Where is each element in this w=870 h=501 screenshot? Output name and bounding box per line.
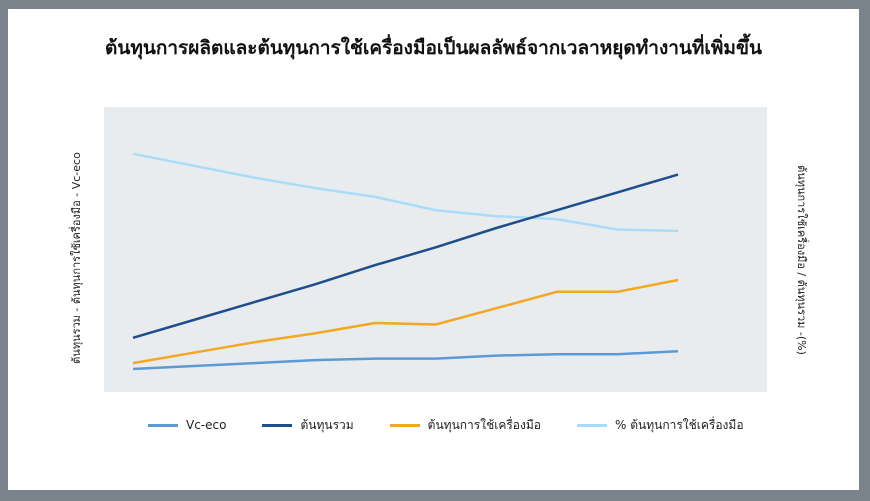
legend-label: ต้นทุนการใช้เครื่องมือ [427,417,541,432]
series-layer [132,152,679,371]
series-line-1 [132,173,679,339]
legend-swatch [148,423,178,427]
legend-swatch [262,423,293,427]
legend-label: % ต้นทุนการใช้เครื่องมือ [615,417,744,432]
legend: Vc-eco ต้นทุนรวม ต้นทุนการใช้เครื่องมือ % ต… [148,413,788,437]
series-line-3 [132,152,679,233]
legend-item-3: % ต้นทุนการใช้เครื่องมือ [577,416,744,435]
legend-swatch [389,423,420,427]
legend-item-2: ต้นทุนการใช้เครื่องมือ [389,416,541,435]
legend-label: ต้นทุนรวม [300,417,354,432]
legend-label: Vc-eco [186,418,227,432]
legend-item-0: Vc-eco [148,418,226,432]
chart-title: ต้นทุนการผลิตและต้นทุนการใช้เครื่องมือเป… [105,37,762,59]
series-line-2 [132,278,679,365]
series-line-0 [132,349,679,371]
legend-item-1: ต้นทุนรวม [262,416,354,435]
plot-svg [104,107,767,392]
chart-card: ต้นทุนการผลิตและต้นทุนการใช้เครื่องมือเป… [8,9,859,490]
legend-swatch [577,423,607,427]
plot-area [104,107,767,392]
